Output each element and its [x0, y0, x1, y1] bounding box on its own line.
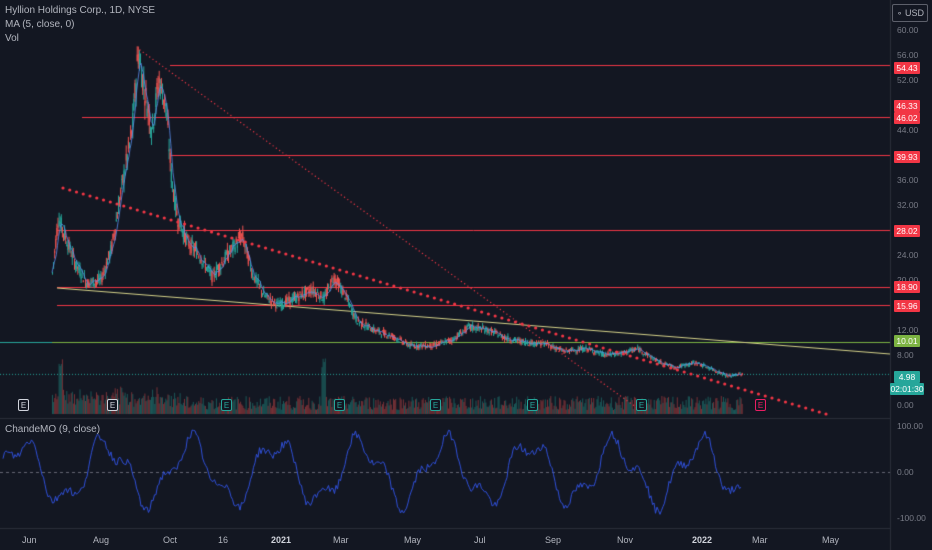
price-axis-tick: 12.00: [897, 325, 919, 335]
time-axis-tick: Nov: [617, 535, 634, 545]
price-axis-tick: 52.00: [897, 75, 919, 85]
bell-icon: ⚬: [896, 9, 903, 18]
price-level-label[interactable]: 54.43: [894, 62, 920, 74]
time-axis-tick: May: [404, 535, 422, 545]
time-axis-tick: Sep: [545, 535, 562, 545]
time-axis-tick: Mar: [752, 535, 768, 545]
price-level-label[interactable]: 15.96: [894, 300, 920, 312]
earnings-badge[interactable]: E: [636, 399, 647, 411]
price-level-label[interactable]: 10.01: [894, 335, 920, 347]
earnings-badge[interactable]: E: [334, 399, 345, 411]
volume-legend[interactable]: Vol: [5, 33, 19, 44]
price-axis-tick: 8.00: [897, 350, 914, 360]
time-axis-tick: Oct: [163, 535, 178, 545]
earnings-badge[interactable]: E: [430, 399, 441, 411]
price-axis-tick: 24.00: [897, 250, 919, 260]
price-level-label[interactable]: 46.33: [894, 100, 920, 112]
oscillator-legend[interactable]: ChandeMO (9, close): [5, 424, 101, 435]
price-level-label[interactable]: 28.02: [894, 225, 920, 237]
time-axis-tick: Aug: [93, 535, 110, 545]
price-level-label[interactable]: 18.90: [894, 281, 920, 293]
oscillator-axis-tick: 100.00: [897, 421, 923, 431]
price-axis-tick: 60.00: [897, 25, 919, 35]
price-axis-tick: 56.00: [897, 50, 919, 60]
earnings-badge[interactable]: E: [527, 399, 538, 411]
time-axis-tick: May: [822, 535, 840, 545]
time-axis-tick: Mar: [333, 535, 349, 545]
earnings-badge[interactable]: E: [221, 399, 232, 411]
price-axis-tick: 20.00: [897, 275, 919, 285]
time-axis-tick: 2021: [271, 535, 292, 545]
currency-label: USD: [904, 8, 924, 18]
earnings-badge[interactable]: E: [18, 399, 29, 411]
oscillator-axis-tick: -100.00: [897, 513, 926, 523]
time-axis-tick: 16: [218, 535, 229, 545]
time-axis-tick: Jul: [474, 535, 486, 545]
ma-legend[interactable]: MA (5, close, 0): [5, 19, 75, 30]
time-axis-tick: 2022: [692, 535, 713, 545]
price-axis-tick: 44.00: [897, 125, 919, 135]
price-axis-tick: 32.00: [897, 200, 919, 210]
price-axis-tick: 36.00: [897, 175, 919, 185]
price-level-label[interactable]: 4.98: [894, 371, 920, 383]
symbol-legend[interactable]: Hyllion Holdings Corp., 1D, NYSE: [5, 5, 156, 16]
price-axis-tick: 0.00: [897, 400, 914, 410]
time-axis-tick: Jun: [22, 535, 37, 545]
earnings-badge[interactable]: E: [755, 399, 766, 411]
price-level-label[interactable]: 39.93: [894, 151, 920, 163]
earnings-badge[interactable]: E: [107, 399, 118, 411]
price-level-label[interactable]: 02:01:30: [890, 383, 924, 395]
oscillator-axis-tick: 0.00: [897, 467, 914, 477]
price-level-label[interactable]: 46.02: [894, 112, 920, 124]
currency-badge[interactable]: ⚬ USD: [892, 4, 928, 22]
